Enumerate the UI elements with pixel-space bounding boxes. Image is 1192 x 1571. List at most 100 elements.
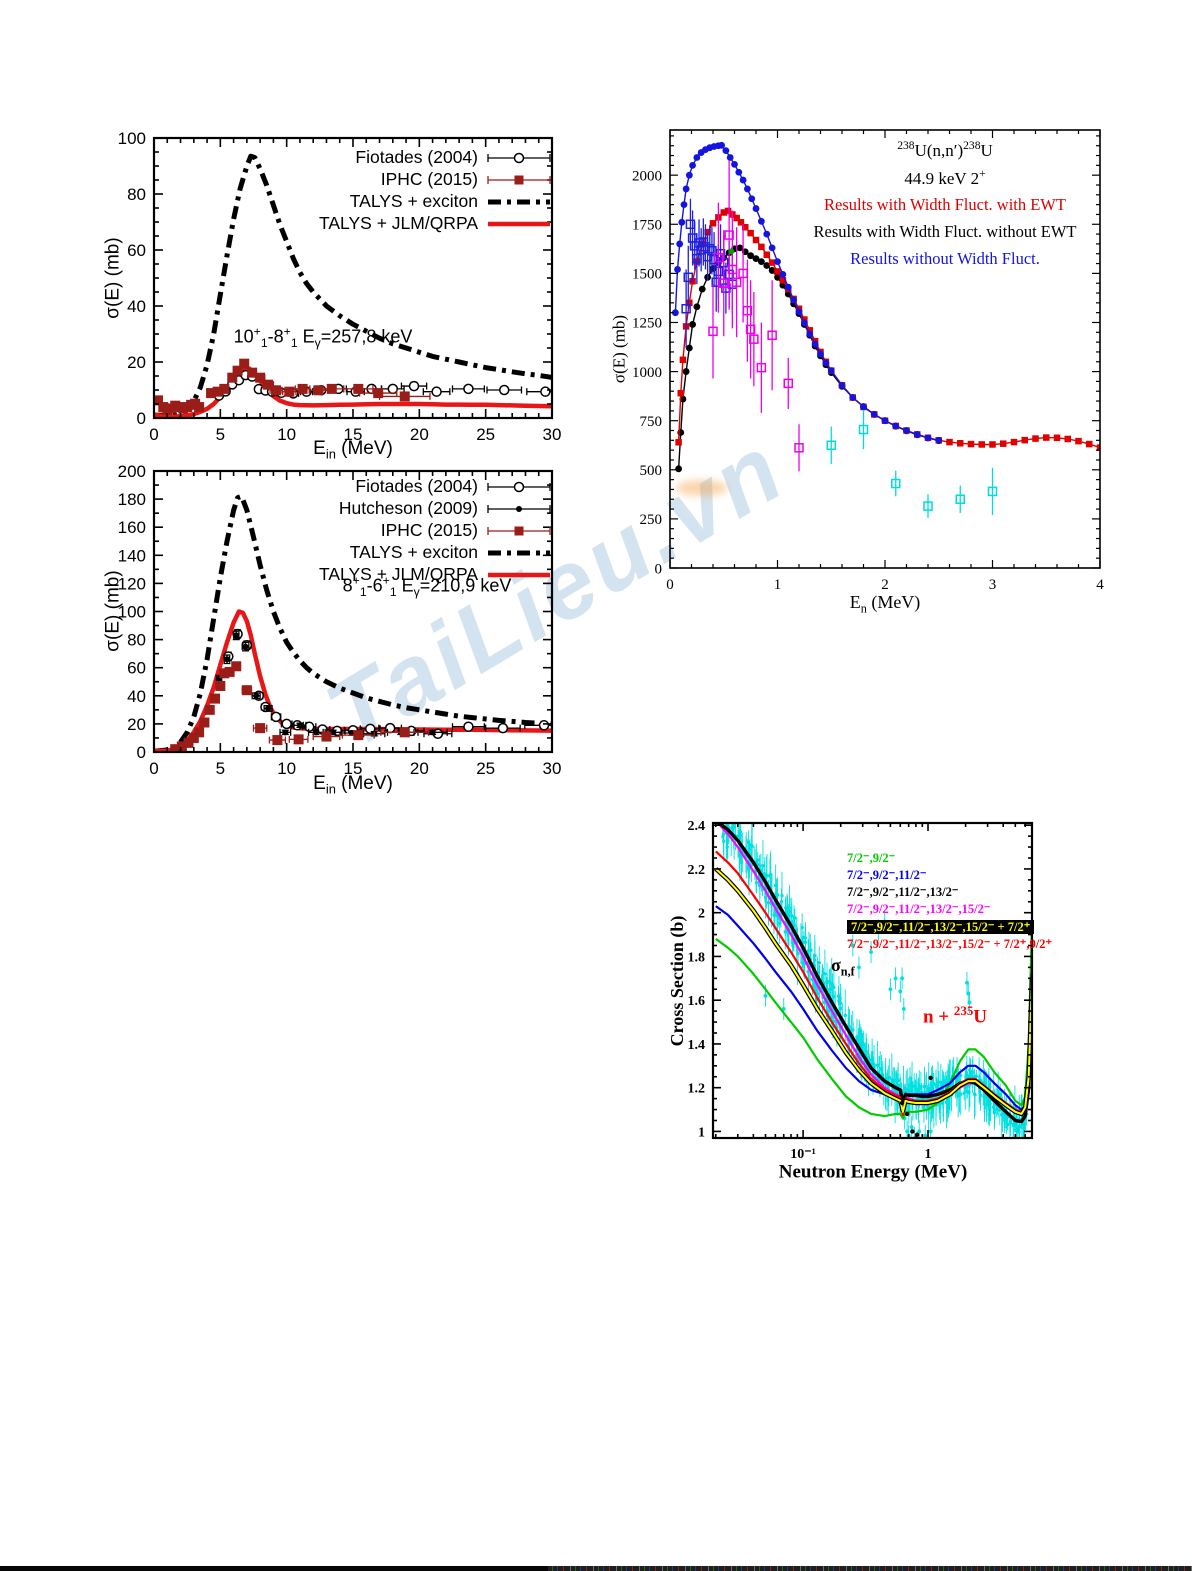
chart-gamma-257: 0 5 10 15 20 25 30 0 20 40 60 80 100 Fiotades (2004) I… (100, 118, 582, 464)
set-7-15-p72-series (714, 867, 1032, 1117)
svg-text:0: 0 (149, 425, 158, 444)
svg-text:1: 1 (698, 1125, 705, 1140)
iphc-2015-data (154, 358, 431, 415)
data-layer (154, 493, 552, 752)
legend-samples (487, 152, 551, 227)
svg-text:40: 40 (127, 687, 146, 706)
svg-text:2000: 2000 (632, 168, 662, 184)
legend-set-7-15: 7/2⁻,9/2⁻,11/2⁻,13/2⁻,15/2⁻ (847, 902, 991, 916)
legend-label: IPHC (2015) (380, 520, 478, 541)
legend-label: TALYS + JLM/QRPA (318, 213, 478, 234)
svg-text:60: 60 (127, 241, 146, 260)
legend-no-width-fluct: Results without Width Fluct. (850, 248, 1040, 268)
svg-text:3: 3 (989, 577, 997, 593)
exp-magenta-squares-data (708, 160, 804, 472)
svg-text:750: 750 (640, 414, 663, 430)
svg-text:30: 30 (543, 425, 562, 444)
n-u235-label: n + 235U (923, 1003, 987, 1028)
svg-text:10: 10 (277, 425, 296, 444)
legend-set-7-15-p72-92: 7/2⁻,9/2⁻,11/2⁻,13/2⁻,15/2⁻ + 7/2⁺,9/2⁺ (847, 937, 1053, 951)
talys-exciton-series (154, 153, 552, 418)
svg-text:120: 120 (118, 574, 146, 593)
svg-text:40: 40 (127, 297, 146, 316)
x-tick-labels: 0 5 10 15 20 25 30 (149, 759, 561, 778)
set-7-13-series (715, 823, 1032, 1124)
legend-label: Fiotades (2004) (355, 147, 478, 168)
svg-text:25: 25 (476, 759, 495, 778)
svg-text:1.4: 1.4 (688, 1038, 706, 1053)
u235-fission-chart-canvas: 10⁻¹ 1 1 1.2 1.4 1.6 1.8 2 2.2 2.4 (688, 819, 1034, 1162)
legend-set-7-9: 7/2⁻,9/2⁻ (847, 851, 896, 865)
level-subtitle: 44.9 keV 2+ (904, 167, 986, 188)
svg-text:80: 80 (127, 185, 146, 204)
svg-text:100: 100 (118, 129, 146, 148)
bottom-scan-artifact-bar (0, 1566, 1192, 1571)
svg-text:1.2: 1.2 (688, 1082, 706, 1097)
sigma-ein-210-chart-canvas: 0 5 10 15 20 25 30 0 20 40 60 80 100 120 140 160 180 200 (118, 462, 562, 778)
x-axis-label: En (MeV) (849, 591, 921, 616)
svg-text:180: 180 (118, 490, 146, 509)
iphc-2015-data (170, 661, 430, 752)
chart-u235-fission: 10⁻¹ 1 1 1.2 1.4 1.6 1.8 2 2.2 2.4 Neutron Energy … (655, 805, 1075, 1225)
svg-text:15: 15 (344, 759, 363, 778)
y-axis-label: Cross Section (b) (666, 915, 687, 1047)
y-tick-labels: 0 20 40 60 80 100 120 140 160 180 200 (118, 462, 146, 762)
svg-text:15: 15 (344, 425, 363, 444)
sigma-ein-257-chart-canvas: 0 5 10 15 20 25 30 0 20 40 60 80 100 (118, 129, 562, 444)
data-layer (671, 141, 1100, 518)
svg-text:1750: 1750 (632, 218, 662, 234)
y-tick-labels: 1 1.2 1.4 1.6 1.8 2 2.2 2.4 (688, 819, 706, 1140)
x-axis-label: Neutron Energy (MeV) (778, 1161, 968, 1183)
legend-label: TALYS + exciton (349, 542, 478, 563)
svg-text:10: 10 (277, 759, 296, 778)
svg-text:140: 140 (118, 546, 146, 565)
svg-text:1250: 1250 (632, 316, 662, 332)
u238-inelastic-chart-canvas: 0 1 2 3 4 0 250 500 750 1000 1250 1500 1750 2000 (632, 129, 1104, 593)
highlight-smudge (676, 480, 728, 496)
x-tick-labels: 0 5 10 15 20 25 30 (149, 425, 561, 444)
legend-set-7-11: 7/2⁻,9/2⁻,11/2⁻ (847, 868, 927, 882)
svg-text:20: 20 (127, 715, 146, 734)
legend-label: Fiotades (2004) (355, 476, 478, 497)
svg-text:20: 20 (410, 425, 429, 444)
legend-samples (487, 481, 551, 578)
svg-text:2: 2 (881, 577, 889, 593)
scan-speckles (548, 1566, 1192, 1571)
width-fluct-with-ewt-series (675, 207, 1100, 451)
svg-text:30: 30 (543, 759, 562, 778)
svg-text:500: 500 (640, 463, 663, 479)
svg-text:0: 0 (655, 561, 663, 577)
svg-text:20: 20 (410, 759, 429, 778)
x-axis-label: Ein (MeV) (313, 772, 393, 797)
svg-text:0: 0 (137, 409, 146, 428)
svg-text:1.6: 1.6 (688, 994, 706, 1009)
data-layer (714, 823, 1032, 1138)
svg-text:20: 20 (127, 353, 146, 372)
chart-u238-inelastic: 0 1 2 3 4 0 250 500 750 1000 1250 1500 1750 2000 En (M… (605, 118, 1122, 630)
svg-text:80: 80 (127, 631, 146, 650)
y-tick-labels: 0 250 500 750 1000 1250 1500 1750 2000 (632, 168, 662, 577)
svg-text:0: 0 (149, 759, 158, 778)
svg-text:200: 200 (118, 462, 146, 481)
y-axis-label: σ(E) (mb) (102, 237, 124, 319)
y-axis-label: σ(E) (mb) (609, 314, 629, 384)
legend-set-7-13: 7/2⁻,9/2⁻,11/2⁻,13/2⁻ (847, 885, 959, 899)
green-point-data (728, 248, 735, 255)
svg-text:1500: 1500 (632, 267, 662, 283)
exp-cyan-squares-data (826, 409, 998, 518)
sigma-nf-label: σn,f (831, 954, 855, 979)
svg-text:0: 0 (666, 577, 674, 593)
x-axis-label: Ein (MeV) (313, 437, 393, 462)
transition-annotation: 10+1-8+1 Eγ=257,8 keV (233, 324, 413, 350)
svg-text:5: 5 (216, 425, 225, 444)
legend-set-7-15-p72: 7/2⁻,9/2⁻,11/2⁻,13/2⁻,15/2⁻ + 7/2⁺ (847, 920, 1035, 934)
svg-text:25: 25 (476, 425, 495, 444)
svg-text:1000: 1000 (632, 365, 662, 381)
axis-ticks (669, 130, 1101, 569)
reaction-title: 238U(n,n′)238U (897, 139, 993, 160)
svg-text:4: 4 (1096, 577, 1104, 593)
legend-label: Hutcheson (2009) (338, 498, 478, 519)
svg-text:10⁻¹: 10⁻¹ (790, 1147, 816, 1162)
legend-with-ewt: Results with Width Fluct. with EWT (824, 194, 1066, 214)
